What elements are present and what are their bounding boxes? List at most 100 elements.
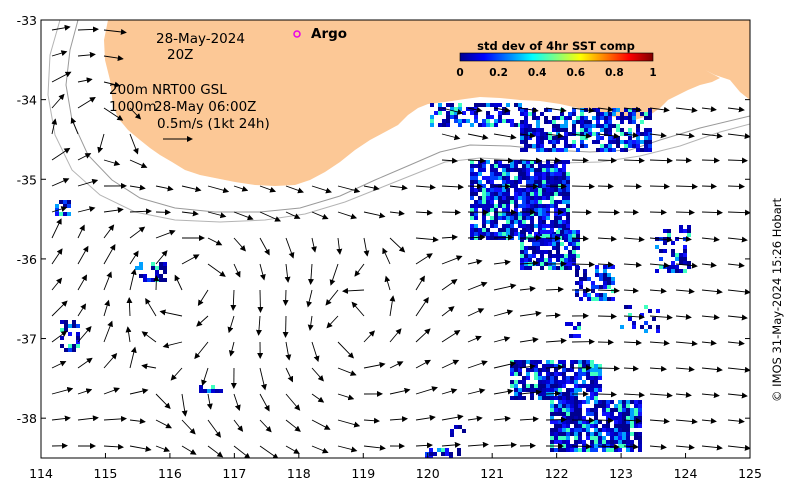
- current-arrow: [103, 28, 127, 35]
- sst-cell: [474, 188, 478, 192]
- sst-cell: [494, 212, 498, 216]
- current-arrow: [467, 360, 488, 369]
- sst-cell: [470, 208, 474, 212]
- sst-cell: [528, 234, 532, 238]
- sst-cell: [558, 440, 562, 444]
- sst-cell: [552, 136, 556, 140]
- sst-cell: [554, 440, 558, 444]
- lon-tick-label: 122: [545, 466, 569, 481]
- sst-cell: [556, 254, 560, 258]
- sst-cell: [494, 232, 498, 236]
- current-arrow: [571, 157, 589, 164]
- sst-cell: [498, 196, 502, 200]
- sst-cell: [486, 208, 490, 212]
- sst-cell: [554, 396, 558, 400]
- current-arrow: [342, 287, 365, 294]
- product-label: NRT00 GSL: [152, 82, 227, 98]
- sst-cell: [528, 266, 532, 270]
- current-arrow: [467, 133, 489, 140]
- sst-cell: [474, 216, 478, 220]
- sst-cell: [510, 184, 514, 188]
- current-arrow: [675, 391, 692, 398]
- sst-cell: [550, 436, 554, 440]
- sst-cell: [534, 192, 538, 196]
- sst-cell: [598, 388, 602, 392]
- sst-cell: [458, 123, 462, 127]
- sst-cell: [626, 432, 630, 436]
- sst-cell: [577, 326, 581, 330]
- current-arrow: [675, 157, 692, 164]
- sst-cell: [524, 140, 528, 144]
- sst-cell: [638, 416, 642, 420]
- current-arrow: [649, 236, 673, 243]
- sst-cell: [570, 412, 574, 416]
- sst-cell: [544, 120, 548, 124]
- sst-cell: [687, 261, 691, 265]
- sst-cell: [569, 322, 573, 326]
- sst-cell: [430, 103, 434, 107]
- sst-cell: [614, 428, 618, 432]
- sst-cell: [584, 136, 588, 140]
- current-arrow: [207, 185, 230, 194]
- sst-cell: [550, 380, 554, 384]
- sst-cell: [470, 176, 474, 180]
- sst-cell: [630, 424, 634, 428]
- sst-cell: [687, 233, 691, 237]
- sst-cell: [583, 293, 587, 297]
- sst-cell: [55, 212, 59, 216]
- sst-cell: [584, 116, 588, 120]
- sst-cell: [490, 115, 494, 119]
- sst-cell: [610, 408, 614, 412]
- sst-cell: [560, 254, 564, 258]
- sst-cell: [490, 232, 494, 236]
- sst-cell: [449, 452, 453, 456]
- current-arrow: [389, 210, 405, 217]
- sst-cell: [644, 144, 648, 148]
- sst-cell: [671, 269, 675, 273]
- sst-cell: [594, 444, 598, 448]
- sst-cell: [554, 412, 558, 416]
- current-arrow: [181, 419, 196, 435]
- sst-cell: [506, 228, 510, 232]
- sst-cell: [552, 234, 556, 238]
- colorbar-tick-label: 1: [649, 67, 656, 79]
- sst-cell: [514, 200, 518, 204]
- sst-cell: [622, 412, 626, 416]
- sst-cell: [558, 388, 562, 392]
- sst-cell: [612, 148, 616, 152]
- date-label: 28-May-2024: [156, 31, 245, 47]
- sst-cell: [534, 180, 538, 184]
- sst-cell: [506, 196, 510, 200]
- current-arrow: [415, 296, 429, 317]
- sst-cell: [474, 236, 478, 240]
- sst-cell: [616, 128, 620, 132]
- sst-cell: [550, 404, 554, 408]
- current-arrow: [675, 262, 698, 269]
- current-arrow: [201, 367, 209, 387]
- sst-cell: [606, 444, 610, 448]
- current-vectors: [51, 24, 750, 458]
- sst-cell: [562, 212, 566, 216]
- sst-cell: [211, 389, 215, 393]
- sst-cell: [566, 440, 570, 444]
- sst-cell: [514, 228, 518, 232]
- sst-cell: [594, 396, 598, 400]
- current-arrow: [233, 185, 249, 192]
- sst-cell: [552, 120, 556, 124]
- sst-cell: [67, 212, 71, 216]
- sst-cell: [622, 420, 626, 424]
- current-arrow: [701, 366, 723, 373]
- sst-cell: [532, 254, 536, 258]
- sst-cell: [638, 424, 642, 428]
- sst-cell: [583, 289, 587, 293]
- sst-cell: [636, 136, 640, 140]
- sst-cell: [644, 148, 648, 152]
- current-arrow: [597, 287, 620, 294]
- sst-cell: [675, 269, 679, 273]
- sst-cell: [562, 376, 566, 380]
- sst-cell: [570, 416, 574, 420]
- sst-cell: [574, 412, 578, 416]
- sst-cell: [482, 208, 486, 212]
- sst-cell: [538, 392, 542, 396]
- current-arrow: [141, 331, 157, 343]
